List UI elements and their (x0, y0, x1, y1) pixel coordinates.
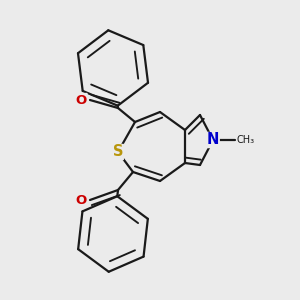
Text: N: N (207, 133, 219, 148)
Text: O: O (76, 94, 87, 106)
Text: S: S (113, 145, 123, 160)
Text: CH₃: CH₃ (236, 135, 255, 145)
Text: O: O (76, 194, 87, 206)
